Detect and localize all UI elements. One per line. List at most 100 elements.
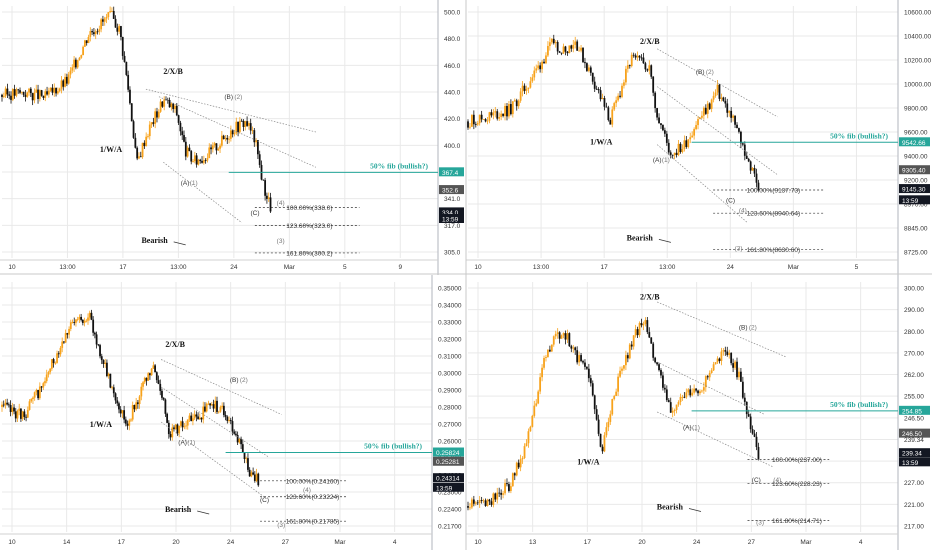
candle-body (44, 91, 47, 98)
candle-body (576, 350, 579, 363)
candle-body (174, 424, 177, 430)
candle-body (67, 74, 70, 84)
candle-body (673, 410, 676, 411)
wave-label-4: (4) (277, 200, 285, 207)
candle-body (613, 103, 616, 110)
candle-body (543, 61, 545, 64)
candle-body (706, 376, 709, 378)
candle-body (114, 393, 117, 401)
candle-body (85, 40, 88, 44)
candle-body (494, 111, 497, 113)
candle-body (59, 347, 62, 355)
candle-body (527, 87, 530, 90)
candle-body (677, 143, 680, 155)
candle-body (662, 375, 664, 388)
x-tick-label: Mar (800, 539, 812, 546)
candle-body (255, 473, 258, 481)
y-tick-label: 10600.00 (904, 10, 931, 17)
candle-body (529, 81, 532, 88)
y-tick-label: 0.26000 (438, 439, 462, 446)
wave-label-b: (B) (224, 94, 233, 101)
candle-body (6, 88, 9, 95)
x-tick-label: 24 (727, 264, 735, 271)
candle-body (177, 115, 180, 123)
candle-body (132, 121, 135, 138)
bearish-arrow (173, 241, 186, 246)
candle-body (595, 409, 598, 420)
y-tick-label: 0.33000 (438, 320, 462, 327)
price-label: 13:59 (436, 485, 453, 492)
candle-body (710, 99, 713, 109)
candle-body (231, 421, 234, 432)
candle-body (83, 40, 86, 47)
candle-body (685, 392, 688, 398)
candle-body (597, 89, 600, 91)
candle-body (718, 84, 721, 99)
candle-body (87, 36, 90, 44)
candle-body (584, 62, 586, 64)
candle-body (85, 320, 88, 322)
candle-body (523, 85, 526, 91)
candle-body (539, 377, 542, 392)
candle-body (66, 333, 69, 335)
candle-body (517, 100, 520, 107)
candle-body (699, 391, 701, 394)
candle-body (135, 402, 138, 410)
price-label-bg (439, 207, 464, 217)
candle-body (60, 80, 63, 89)
chart-panel-4: 10 13 17 20 24 27 Mar 4 300.00 290.00 280.00 270.00… (466, 275, 930, 550)
candle-body (95, 334, 98, 345)
candle-body (138, 156, 140, 159)
y-tick-label: 420.0 (444, 116, 461, 123)
candle-body (467, 121, 469, 128)
candle-body (732, 115, 735, 118)
candle-body (226, 137, 229, 140)
bearish-label: Bearish (657, 503, 684, 512)
candle-body (20, 91, 23, 93)
candle-body (662, 125, 664, 131)
candle-body (219, 407, 222, 412)
price-label: 334.0 (442, 210, 459, 217)
wave-label-1: (1) (190, 180, 198, 187)
candle-body (469, 126, 471, 128)
candle-body (152, 122, 155, 124)
y-tick-label: 480.0 (444, 36, 461, 43)
fib-50-label: 50% fib (bullish?) (830, 400, 888, 409)
candle-body (593, 395, 596, 410)
y-tick-label: 255.00 (904, 394, 924, 401)
candle-body (476, 502, 479, 504)
wave-label-1wa: 1/W/A (100, 145, 122, 154)
candle-body (164, 399, 167, 414)
bearish-label: Bearish (165, 505, 192, 514)
candle-body (246, 121, 248, 126)
candle-body (35, 389, 38, 393)
candle-body (470, 114, 473, 127)
candle-body (8, 94, 11, 96)
candle-body (673, 152, 676, 156)
candle-body (660, 370, 662, 376)
candle-body (19, 90, 21, 93)
candle-body (179, 421, 182, 426)
candle-body (482, 119, 485, 120)
candle-body (747, 158, 750, 162)
candle-body (205, 403, 208, 412)
y-tick-label: 9400.00 (904, 154, 928, 161)
candle-body (241, 444, 244, 453)
candle-body (654, 357, 657, 363)
x-tick-label: Mar (334, 539, 346, 546)
candle-body (513, 473, 516, 476)
candle-body (714, 92, 717, 96)
candle-body (64, 76, 66, 87)
candle-body (513, 100, 516, 102)
candle-body (49, 87, 52, 91)
candle-body (624, 355, 627, 366)
candle-body (500, 492, 503, 495)
candle-body (238, 438, 241, 443)
candle-body (509, 486, 512, 492)
candle-body (554, 42, 557, 44)
candle-body (1, 404, 3, 407)
candle-body (572, 347, 575, 349)
candle-body (681, 396, 684, 398)
candle-body (93, 32, 95, 35)
candle-body (253, 474, 256, 481)
